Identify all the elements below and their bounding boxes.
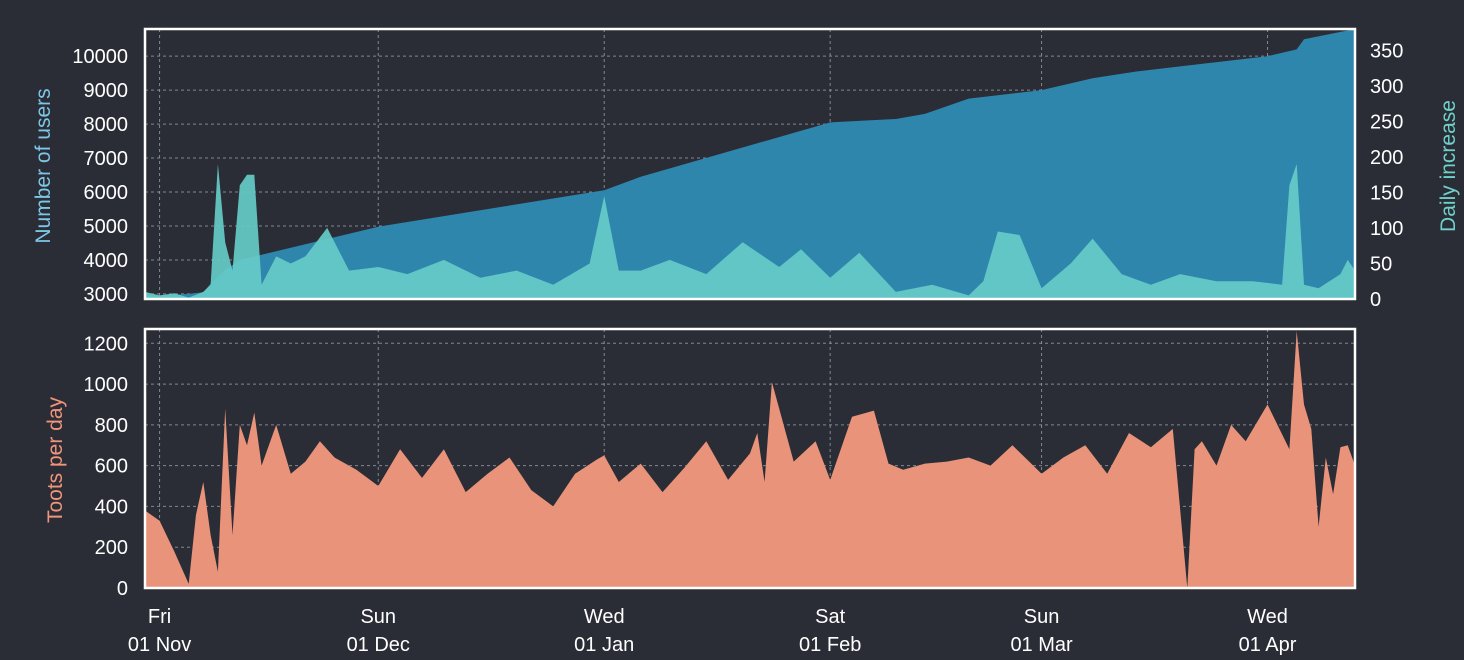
y2-tick-label: 350 [1370,40,1403,62]
x-tick-date: 01 Mar [1010,634,1073,656]
y-axis-label-toots: Toots per day [44,396,67,523]
y-tick-label: 400 [95,496,128,518]
x-tick-date: 01 Feb [799,634,861,656]
users-area [145,29,1355,299]
y2-tick-label: 50 [1370,253,1392,275]
y2-axis-label-daily-increase: Daily increase [1437,100,1460,232]
y-tick-label: 7000 [84,148,129,170]
y2-tick-label: 100 [1370,218,1403,240]
y-tick-label: 1200 [84,333,129,355]
y-axis-label-users: Number of users [32,88,55,243]
y-tick-label: 1000 [84,374,129,396]
y-tick-label: 200 [95,537,128,559]
toots-area [145,331,1355,588]
x-tick-date: 01 Dec [347,634,410,656]
y2-tick-label: 300 [1370,76,1403,98]
y2-tick-label: 250 [1370,111,1403,133]
y-tick-label: 10000 [72,46,128,68]
daily-increase-area [145,164,1355,299]
x-tick-day: Fri [148,606,171,628]
x-tick-date: 01 Apr [1239,634,1297,656]
y-tick-label: 800 [95,415,128,437]
x-tick-day: Wed [584,606,625,628]
toots-chart: 0 200 400 600 800 1000 1200 Fri 01 Nov Sun 01 Dec… [44,327,1357,656]
y-tick-label: 8000 [84,114,129,136]
x-tick-date: 01 Nov [128,634,191,656]
y2-tick-label: 200 [1370,147,1403,169]
y-tick-label: 4000 [84,250,129,272]
x-tick-day: Sun [1024,606,1060,628]
y-tick-label: 6000 [84,182,129,204]
y-tick-label: 5000 [84,216,129,238]
y2-tick-label: 150 [1370,182,1403,204]
users-chart-frame [143,27,1357,301]
x-tick-day: Wed [1247,606,1288,628]
y-tick-label: 3000 [84,284,129,306]
x-tick-date: 01 Jan [574,634,634,656]
y2-tick-label: 0 [1370,289,1381,311]
users-chart: 3000 4000 5000 6000 7000 8000 9000 10000 0 50 100… [32,27,1460,311]
y-tick-label: 0 [117,578,128,600]
x-tick-day: Sun [360,606,396,628]
x-tick-day: Sat [815,606,845,628]
y-tick-label: 600 [95,456,128,478]
toots-chart-frame [143,327,1357,590]
y-tick-label: 9000 [84,80,129,102]
